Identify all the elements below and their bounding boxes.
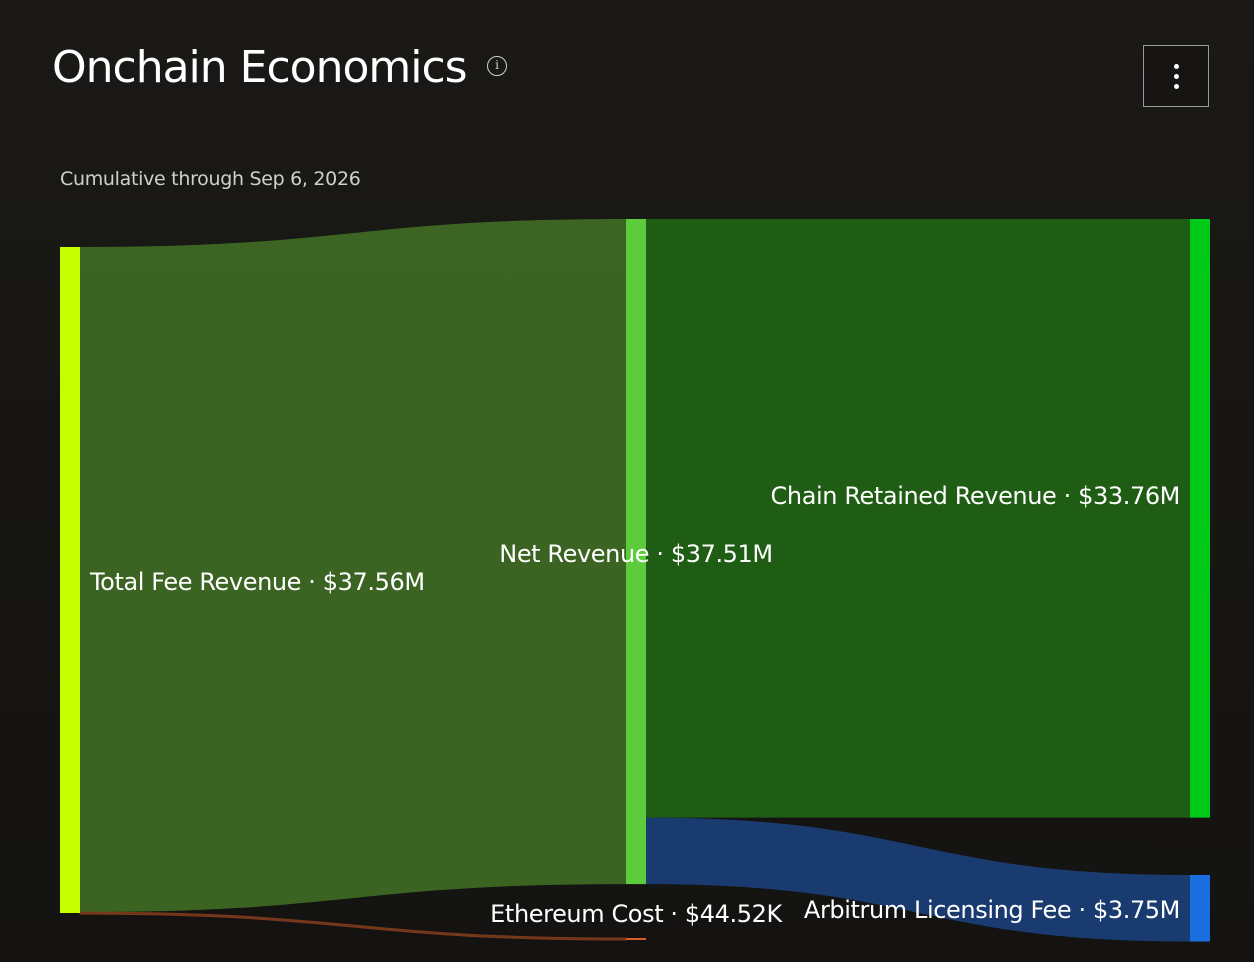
chart-subtitle: Cumulative through Sep 6, 2026 [60, 168, 361, 190]
more-options-button[interactable] [1143, 45, 1209, 107]
sankey-nodes [60, 219, 1210, 942]
sankey-link-total_fee_revenue-to-net_revenue[interactable] [80, 219, 626, 913]
sankey-node-ethereum_cost[interactable] [626, 938, 646, 940]
sankey-label-ethereum_cost: Ethereum Cost · $44.52K [490, 900, 783, 928]
sankey-link-net_revenue-to-arbitrum_licensing_fee[interactable] [646, 817, 1190, 942]
sankey-links [79, 219, 1190, 942]
sankey-label-arbitrum_licensing_fee: Arbitrum Licensing Fee · $3.75M [804, 896, 1180, 924]
sankey-label-total_fee_revenue: Total Fee Revenue · $37.56M [89, 568, 425, 596]
sankey-labels: Total Fee Revenue · $37.56M Net Revenue ·… [89, 482, 1180, 928]
sankey-node-total_fee_revenue[interactable] [60, 247, 80, 913]
sankey-node-arbitrum_licensing_fee[interactable] [1190, 875, 1210, 942]
info-icon[interactable]: i [487, 56, 507, 76]
page-title: Onchain Economics [52, 42, 468, 93]
sankey-label-chain_retained_revenue: Chain Retained Revenue · $33.76M [771, 482, 1180, 510]
sankey-node-net_revenue[interactable] [626, 219, 646, 885]
vertical-ellipsis-icon-dot [1174, 74, 1179, 79]
sankey-link-net_revenue-to-chain_retained_revenue[interactable] [646, 219, 1190, 818]
vertical-ellipsis-icon-dot [1174, 84, 1179, 89]
sankey-node-chain_retained_revenue[interactable] [1190, 219, 1210, 818]
sankey-label-net_revenue: Net Revenue · $37.51M [499, 540, 772, 568]
vertical-ellipsis-icon [1174, 64, 1179, 69]
